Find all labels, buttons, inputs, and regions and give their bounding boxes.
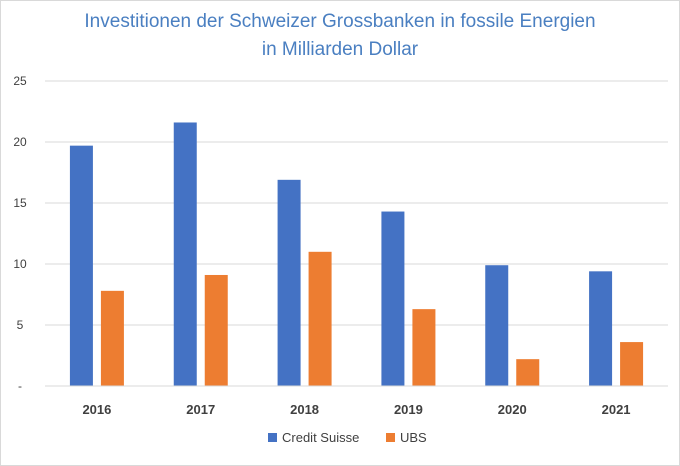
legend-swatch bbox=[268, 433, 277, 442]
bar-ubs-2018 bbox=[308, 251, 332, 386]
y-tick-label: 10 bbox=[13, 257, 27, 271]
chart-title: Investitionen der Schweizer Grossbanken … bbox=[84, 11, 596, 32]
y-tick-label: 20 bbox=[13, 135, 27, 149]
legend-swatch bbox=[386, 433, 395, 442]
legend-label: UBS bbox=[400, 430, 427, 445]
bar-credit-suisse-2019 bbox=[381, 211, 405, 386]
bar-credit-suisse-2021 bbox=[589, 271, 613, 386]
gridlines bbox=[45, 80, 668, 326]
x-tick-label: 2019 bbox=[394, 402, 423, 417]
bar-ubs-2021 bbox=[620, 342, 644, 386]
y-tick-label: - bbox=[18, 379, 22, 393]
x-tick-label: 2020 bbox=[498, 402, 527, 417]
bar-credit-suisse-2017 bbox=[173, 122, 197, 386]
x-tick-label: 2017 bbox=[186, 402, 215, 417]
y-tick-label: 5 bbox=[17, 318, 24, 332]
x-tick-label: 2021 bbox=[602, 402, 631, 417]
bar-credit-suisse-2018 bbox=[277, 179, 301, 386]
y-tick-label: 25 bbox=[13, 74, 27, 88]
bar-ubs-2016 bbox=[100, 290, 124, 386]
bar-ubs-2020 bbox=[516, 359, 540, 386]
chart-subtitle: in Milliarden Dollar bbox=[261, 39, 419, 60]
x-axis-ticks: 2016 2017 2018 2019 2020 2021 bbox=[82, 402, 630, 417]
y-tick-label: 15 bbox=[13, 196, 27, 210]
x-tick-label: 2016 bbox=[82, 402, 111, 417]
bar-ubs-2017 bbox=[204, 274, 228, 386]
bar-credit-suisse-2016 bbox=[69, 145, 93, 386]
bar-credit-suisse-2020 bbox=[485, 265, 509, 386]
x-tick-label: 2018 bbox=[290, 402, 319, 417]
legend: Credit Suisse UBS bbox=[268, 430, 427, 445]
legend-label: Credit Suisse bbox=[282, 430, 359, 445]
y-axis-ticks: - 5 10 15 20 25 bbox=[13, 74, 27, 393]
bar-ubs-2019 bbox=[412, 309, 436, 386]
bars bbox=[69, 122, 644, 386]
